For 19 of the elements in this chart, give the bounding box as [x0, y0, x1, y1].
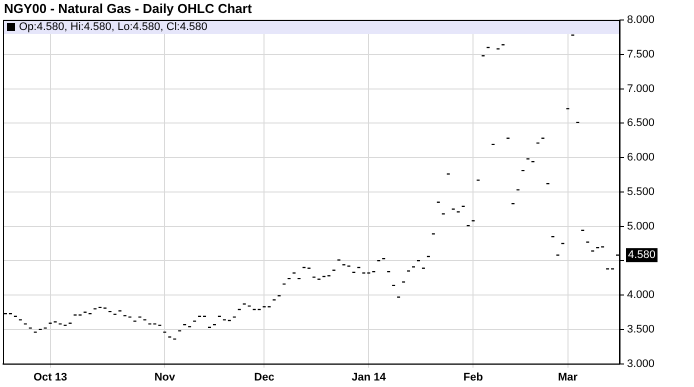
y-tick-label: 8.000 [627, 14, 655, 26]
text: 4.580 [628, 249, 656, 262]
y-tick-label: 7.500 [627, 48, 655, 60]
y-tick-label: 3.500 [627, 323, 655, 336]
x-tick-label: Jan 14 [352, 371, 387, 384]
y-tick-label: 6.000 [627, 152, 655, 164]
y-tick-label: 5.000 [627, 220, 655, 232]
x-tick-label: Oct 13 [33, 371, 68, 384]
x-tick-label: Dec [254, 371, 274, 384]
y-tick-label: 5.500 [627, 186, 655, 198]
annotation: Op:4.580, Hi:4.580, Lo:4.580, Cl:4.580 [19, 21, 208, 33]
x-tick-label: Mar [558, 371, 578, 384]
y-tick-label: 7.000 [627, 82, 655, 95]
chart-title: NGY00 - Natural Gas - Daily OHLC Chart [4, 1, 252, 16]
x-tick-label: Feb [463, 371, 484, 384]
y-tick-label: 3.000 [627, 358, 655, 370]
x-tick-label: Nov [154, 371, 176, 384]
y-tick-label: 4.000 [627, 289, 655, 302]
y-tick-label: 6.500 [627, 117, 655, 130]
